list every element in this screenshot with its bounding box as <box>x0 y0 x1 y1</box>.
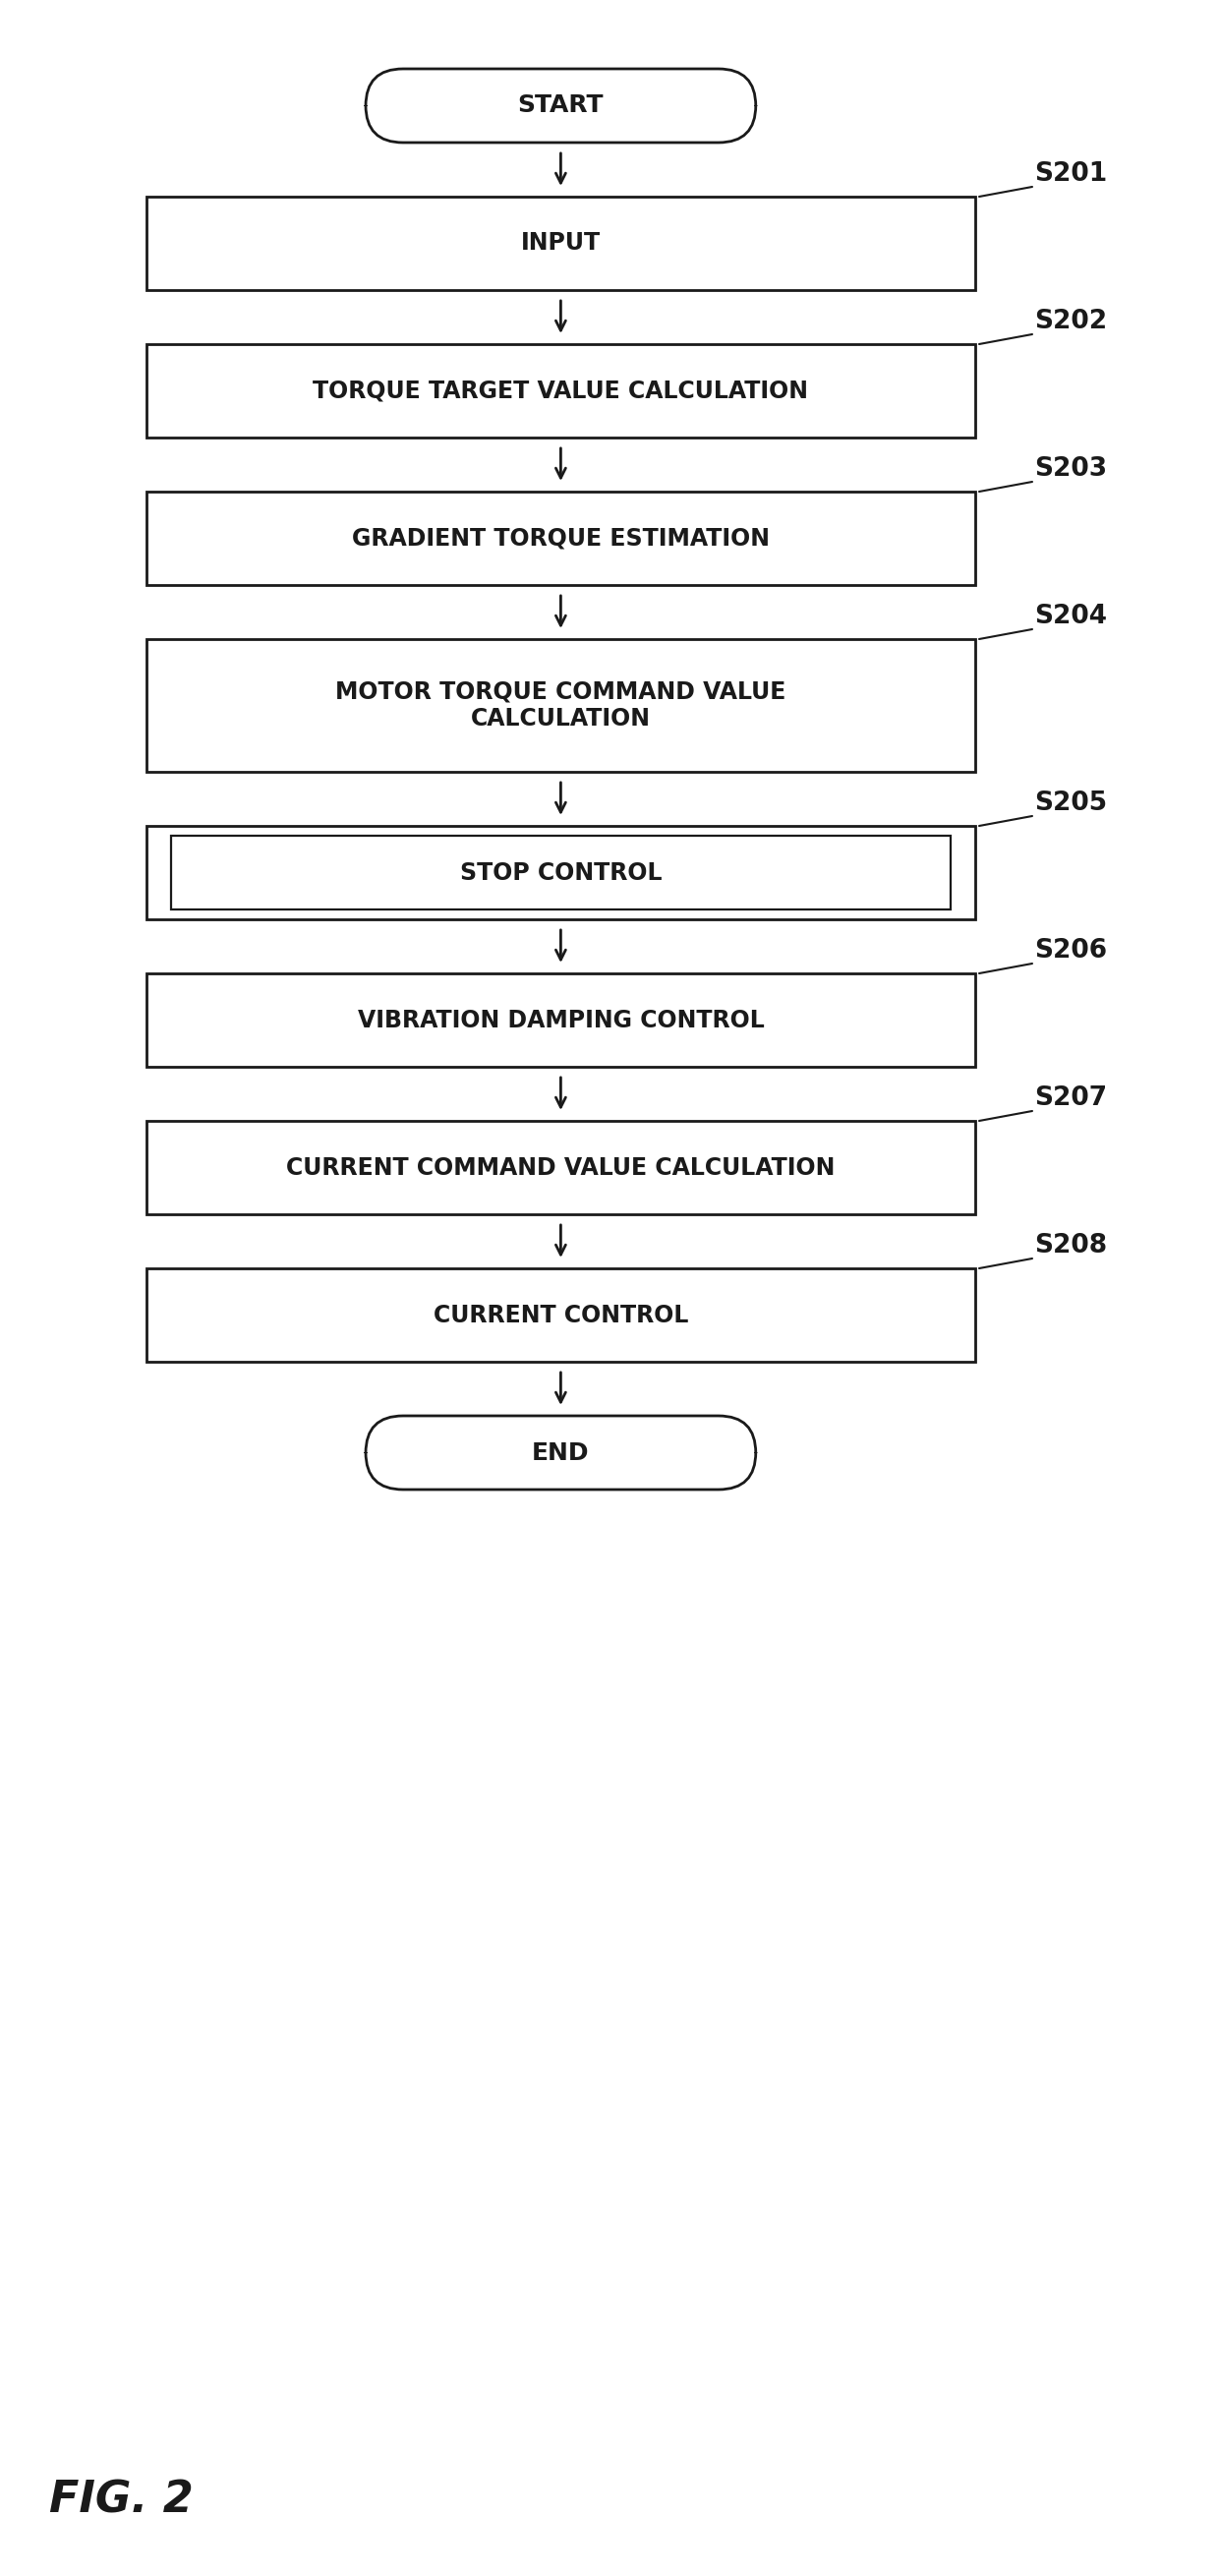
FancyBboxPatch shape <box>146 196 975 291</box>
Text: GRADIENT TORQUE ESTIMATION: GRADIENT TORQUE ESTIMATION <box>352 526 769 551</box>
Text: S206: S206 <box>1034 938 1107 963</box>
Text: INPUT: INPUT <box>521 232 601 255</box>
Text: CURRENT CONTROL: CURRENT CONTROL <box>433 1303 689 1327</box>
FancyBboxPatch shape <box>146 345 975 438</box>
Text: STOP CONTROL: STOP CONTROL <box>460 860 662 884</box>
Text: S204: S204 <box>1034 603 1107 629</box>
Text: END: END <box>531 1440 590 1466</box>
Text: S205: S205 <box>1034 791 1107 817</box>
FancyBboxPatch shape <box>146 639 975 773</box>
FancyBboxPatch shape <box>146 827 975 920</box>
Text: S203: S203 <box>1034 456 1107 482</box>
FancyBboxPatch shape <box>366 70 756 142</box>
Text: S202: S202 <box>1034 309 1107 335</box>
Text: FIG. 2: FIG. 2 <box>49 2481 194 2522</box>
FancyBboxPatch shape <box>146 974 975 1066</box>
Text: MOTOR TORQUE COMMAND VALUE
CALCULATION: MOTOR TORQUE COMMAND VALUE CALCULATION <box>335 680 786 732</box>
Text: S207: S207 <box>1034 1084 1107 1110</box>
Text: VIBRATION DAMPING CONTROL: VIBRATION DAMPING CONTROL <box>357 1007 764 1033</box>
Text: CURRENT COMMAND VALUE CALCULATION: CURRENT COMMAND VALUE CALCULATION <box>286 1157 835 1180</box>
Text: S208: S208 <box>1034 1234 1107 1260</box>
Text: S201: S201 <box>1034 162 1107 188</box>
FancyBboxPatch shape <box>171 835 951 909</box>
FancyBboxPatch shape <box>146 1267 975 1363</box>
FancyBboxPatch shape <box>146 492 975 585</box>
FancyBboxPatch shape <box>366 1417 756 1489</box>
FancyBboxPatch shape <box>146 1121 975 1213</box>
Text: TORQUE TARGET VALUE CALCULATION: TORQUE TARGET VALUE CALCULATION <box>313 379 808 402</box>
Text: START: START <box>518 93 603 118</box>
